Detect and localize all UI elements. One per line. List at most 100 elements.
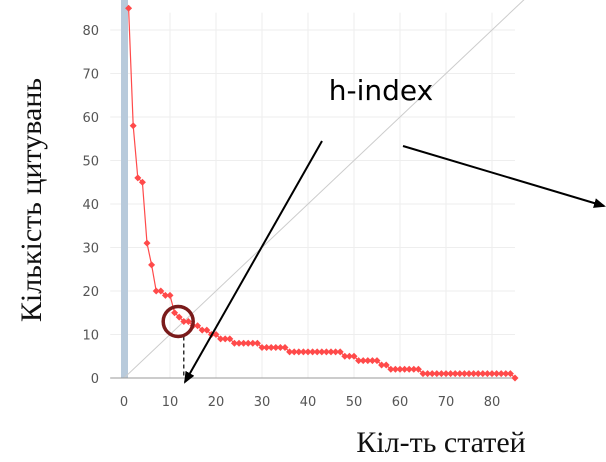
data-point	[391, 365, 399, 373]
data-point	[447, 370, 455, 378]
data-point	[451, 370, 459, 378]
data-point	[378, 361, 386, 369]
data-point	[405, 365, 413, 373]
data-point	[217, 335, 225, 343]
data-point	[161, 291, 169, 299]
citation-series-points	[125, 4, 519, 382]
data-point	[249, 339, 257, 347]
data-point	[474, 370, 482, 378]
data-point	[299, 348, 307, 356]
x-axis-title: Кіл-ть статей	[356, 426, 525, 459]
data-point	[433, 370, 441, 378]
data-point	[184, 317, 192, 325]
data-point	[364, 357, 372, 365]
data-point	[313, 348, 321, 356]
data-point	[488, 370, 496, 378]
diagonal-reference-line	[123, 0, 525, 379]
data-point	[322, 348, 330, 356]
data-point	[129, 122, 137, 130]
data-point	[152, 287, 160, 295]
x-tick-labels: 0 10 20 30 40 50 60 70 80	[120, 395, 500, 410]
data-point	[263, 344, 271, 352]
y-tick-label: 50	[82, 155, 99, 170]
data-point	[497, 370, 505, 378]
data-point	[419, 370, 427, 378]
data-point	[304, 348, 312, 356]
data-point	[359, 357, 367, 365]
data-point	[345, 352, 353, 360]
data-point	[253, 339, 261, 347]
data-point	[212, 331, 220, 338]
data-point	[267, 344, 275, 352]
y-tick-label: 70	[82, 68, 99, 83]
x-tick-label: 70	[438, 395, 455, 410]
data-point	[134, 174, 142, 182]
x-tick-label: 0	[120, 395, 128, 410]
h-index-annotation: h-index	[329, 74, 433, 107]
data-point	[309, 348, 317, 356]
y-tick-label: 30	[82, 242, 99, 257]
data-point	[221, 335, 229, 343]
x-tick-label: 50	[346, 395, 363, 410]
y-tick-label: 0	[91, 372, 99, 387]
data-point	[148, 261, 156, 269]
data-point	[143, 239, 151, 247]
data-point	[428, 370, 436, 378]
data-point	[387, 365, 395, 373]
y-tick-label: 40	[82, 198, 99, 213]
data-point	[456, 370, 464, 378]
y-tick-label: 10	[82, 329, 99, 344]
data-point	[442, 370, 450, 378]
data-point	[373, 357, 381, 365]
data-point	[414, 365, 422, 373]
data-point	[198, 326, 206, 334]
data-point	[401, 365, 409, 373]
data-point	[180, 317, 188, 325]
data-point	[336, 348, 344, 356]
data-point	[424, 370, 432, 378]
data-point	[226, 335, 234, 343]
data-point	[470, 370, 478, 378]
data-point	[368, 357, 376, 365]
data-point	[138, 178, 146, 186]
h-index-circle	[161, 304, 195, 339]
data-point	[157, 287, 165, 295]
y-tick-label: 80	[82, 24, 99, 39]
data-point	[258, 344, 266, 352]
data-point	[327, 348, 335, 356]
x-tick-label: 60	[392, 395, 409, 410]
arrow-to-h-index	[184, 140, 323, 384]
data-point	[479, 370, 487, 378]
data-point	[230, 339, 238, 347]
data-point	[240, 339, 248, 347]
x-tick-label: 10	[162, 395, 179, 410]
x-tick-label: 30	[254, 395, 271, 410]
data-point	[171, 309, 179, 317]
data-point	[272, 344, 280, 352]
grid-lines	[110, 12, 515, 379]
data-point	[355, 357, 363, 365]
data-point	[295, 348, 303, 356]
data-point	[483, 370, 491, 378]
data-point	[175, 313, 183, 321]
y-tick-label: 20	[82, 285, 99, 300]
data-point	[244, 339, 252, 347]
data-point	[286, 348, 294, 356]
data-point	[341, 352, 349, 360]
data-point	[511, 374, 519, 382]
data-point	[125, 4, 133, 12]
data-point	[194, 322, 202, 330]
data-point	[235, 339, 243, 347]
data-point	[382, 361, 390, 369]
data-point	[493, 370, 501, 378]
data-point	[203, 326, 211, 334]
data-point	[437, 370, 445, 378]
data-point	[276, 344, 284, 352]
data-point	[318, 348, 326, 356]
arrow-off-right	[402, 145, 606, 208]
data-point	[332, 348, 340, 356]
data-point	[290, 348, 298, 356]
data-point	[350, 352, 358, 360]
data-point	[396, 365, 404, 373]
